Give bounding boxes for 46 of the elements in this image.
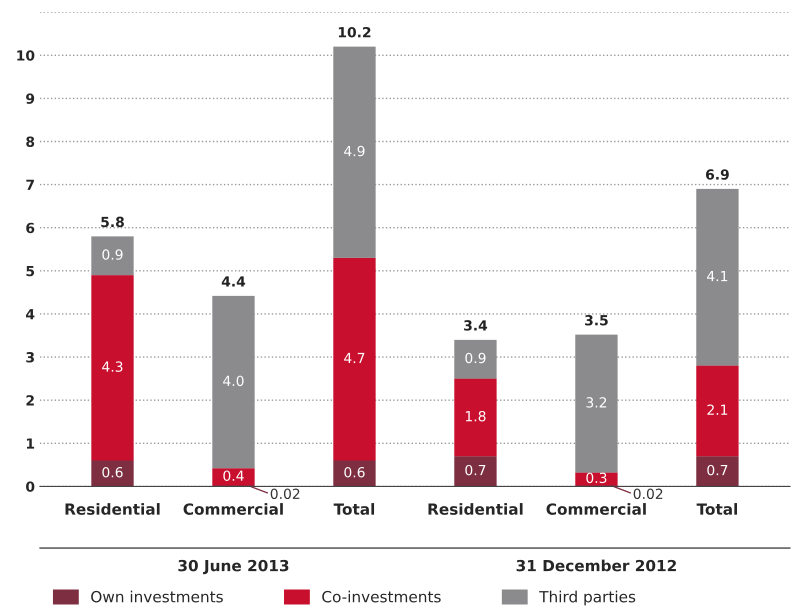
y-tick-label: 6 xyxy=(26,222,34,234)
data-label: 0.4 xyxy=(223,470,244,481)
y-tick-label: 10 xyxy=(17,50,34,61)
y-tick-label: 4 xyxy=(26,309,34,320)
legend-label: Own investments xyxy=(91,590,223,602)
x-tick-label: Commercial xyxy=(184,503,283,515)
legend-label: Third parties xyxy=(539,590,636,606)
data-label: 0.7 xyxy=(465,464,486,476)
total-label: 6.9 xyxy=(706,169,729,180)
total-label: 10.2 xyxy=(338,26,370,38)
data-label: 0.02 xyxy=(270,488,300,500)
data-label: 4.9 xyxy=(344,146,365,156)
data-label: 1.8 xyxy=(466,410,486,422)
total-label: 3.5 xyxy=(585,314,608,326)
x-tick-label: Residential xyxy=(428,503,523,515)
text: 30 June 2013 xyxy=(178,560,288,574)
y-tick-label: 7 xyxy=(26,180,34,190)
data-label: 0.9 xyxy=(102,249,123,260)
x-tick-label: Residential xyxy=(66,503,160,515)
data-label: 4.0 xyxy=(223,376,244,386)
data-label: 0.9 xyxy=(465,352,486,364)
data-label: 0.6 xyxy=(102,466,123,478)
data-label: 0.6 xyxy=(344,466,365,478)
y-tick-label: 1 xyxy=(26,438,34,449)
total-label: 3.4 xyxy=(464,320,488,331)
data-label: 3.2 xyxy=(586,397,606,408)
data-label: 4.7 xyxy=(344,352,364,364)
data-label: 0.02 xyxy=(634,488,662,500)
data-label: 0.3 xyxy=(586,472,606,484)
x-tick-label: Total xyxy=(696,503,738,515)
legend-label: Co-investments xyxy=(322,590,441,602)
y-tick-label: 8 xyxy=(26,136,34,147)
total-label: 4.4 xyxy=(222,276,246,286)
data-label: 0.7 xyxy=(707,464,728,476)
x-tick-label: Commercial xyxy=(546,503,646,515)
y-tick-label: 9 xyxy=(26,93,34,104)
y-tick-label: 3 xyxy=(26,352,34,363)
y-tick-label: 5 xyxy=(26,266,34,276)
total-label: 5.8 xyxy=(101,216,124,228)
y-tick-label: 2 xyxy=(26,395,34,406)
y-tick-label: 0 xyxy=(26,481,34,492)
data-label: 4.1 xyxy=(707,271,728,282)
data-label: 4.3 xyxy=(102,361,122,372)
x-tick-label: Total xyxy=(334,503,374,515)
data-label: 2.1 xyxy=(707,404,728,415)
text: 31 December 2012 xyxy=(516,560,676,572)
